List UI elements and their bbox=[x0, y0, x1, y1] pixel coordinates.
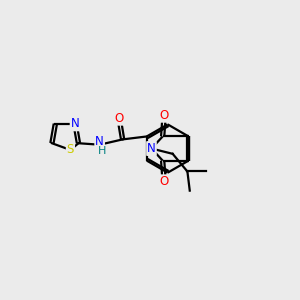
Text: S: S bbox=[67, 143, 74, 157]
Text: H: H bbox=[98, 146, 106, 156]
Text: N: N bbox=[95, 135, 104, 148]
Text: O: O bbox=[160, 109, 169, 122]
Text: O: O bbox=[160, 175, 169, 188]
Text: O: O bbox=[115, 112, 124, 125]
Text: N: N bbox=[147, 142, 156, 155]
Text: N: N bbox=[71, 117, 80, 130]
